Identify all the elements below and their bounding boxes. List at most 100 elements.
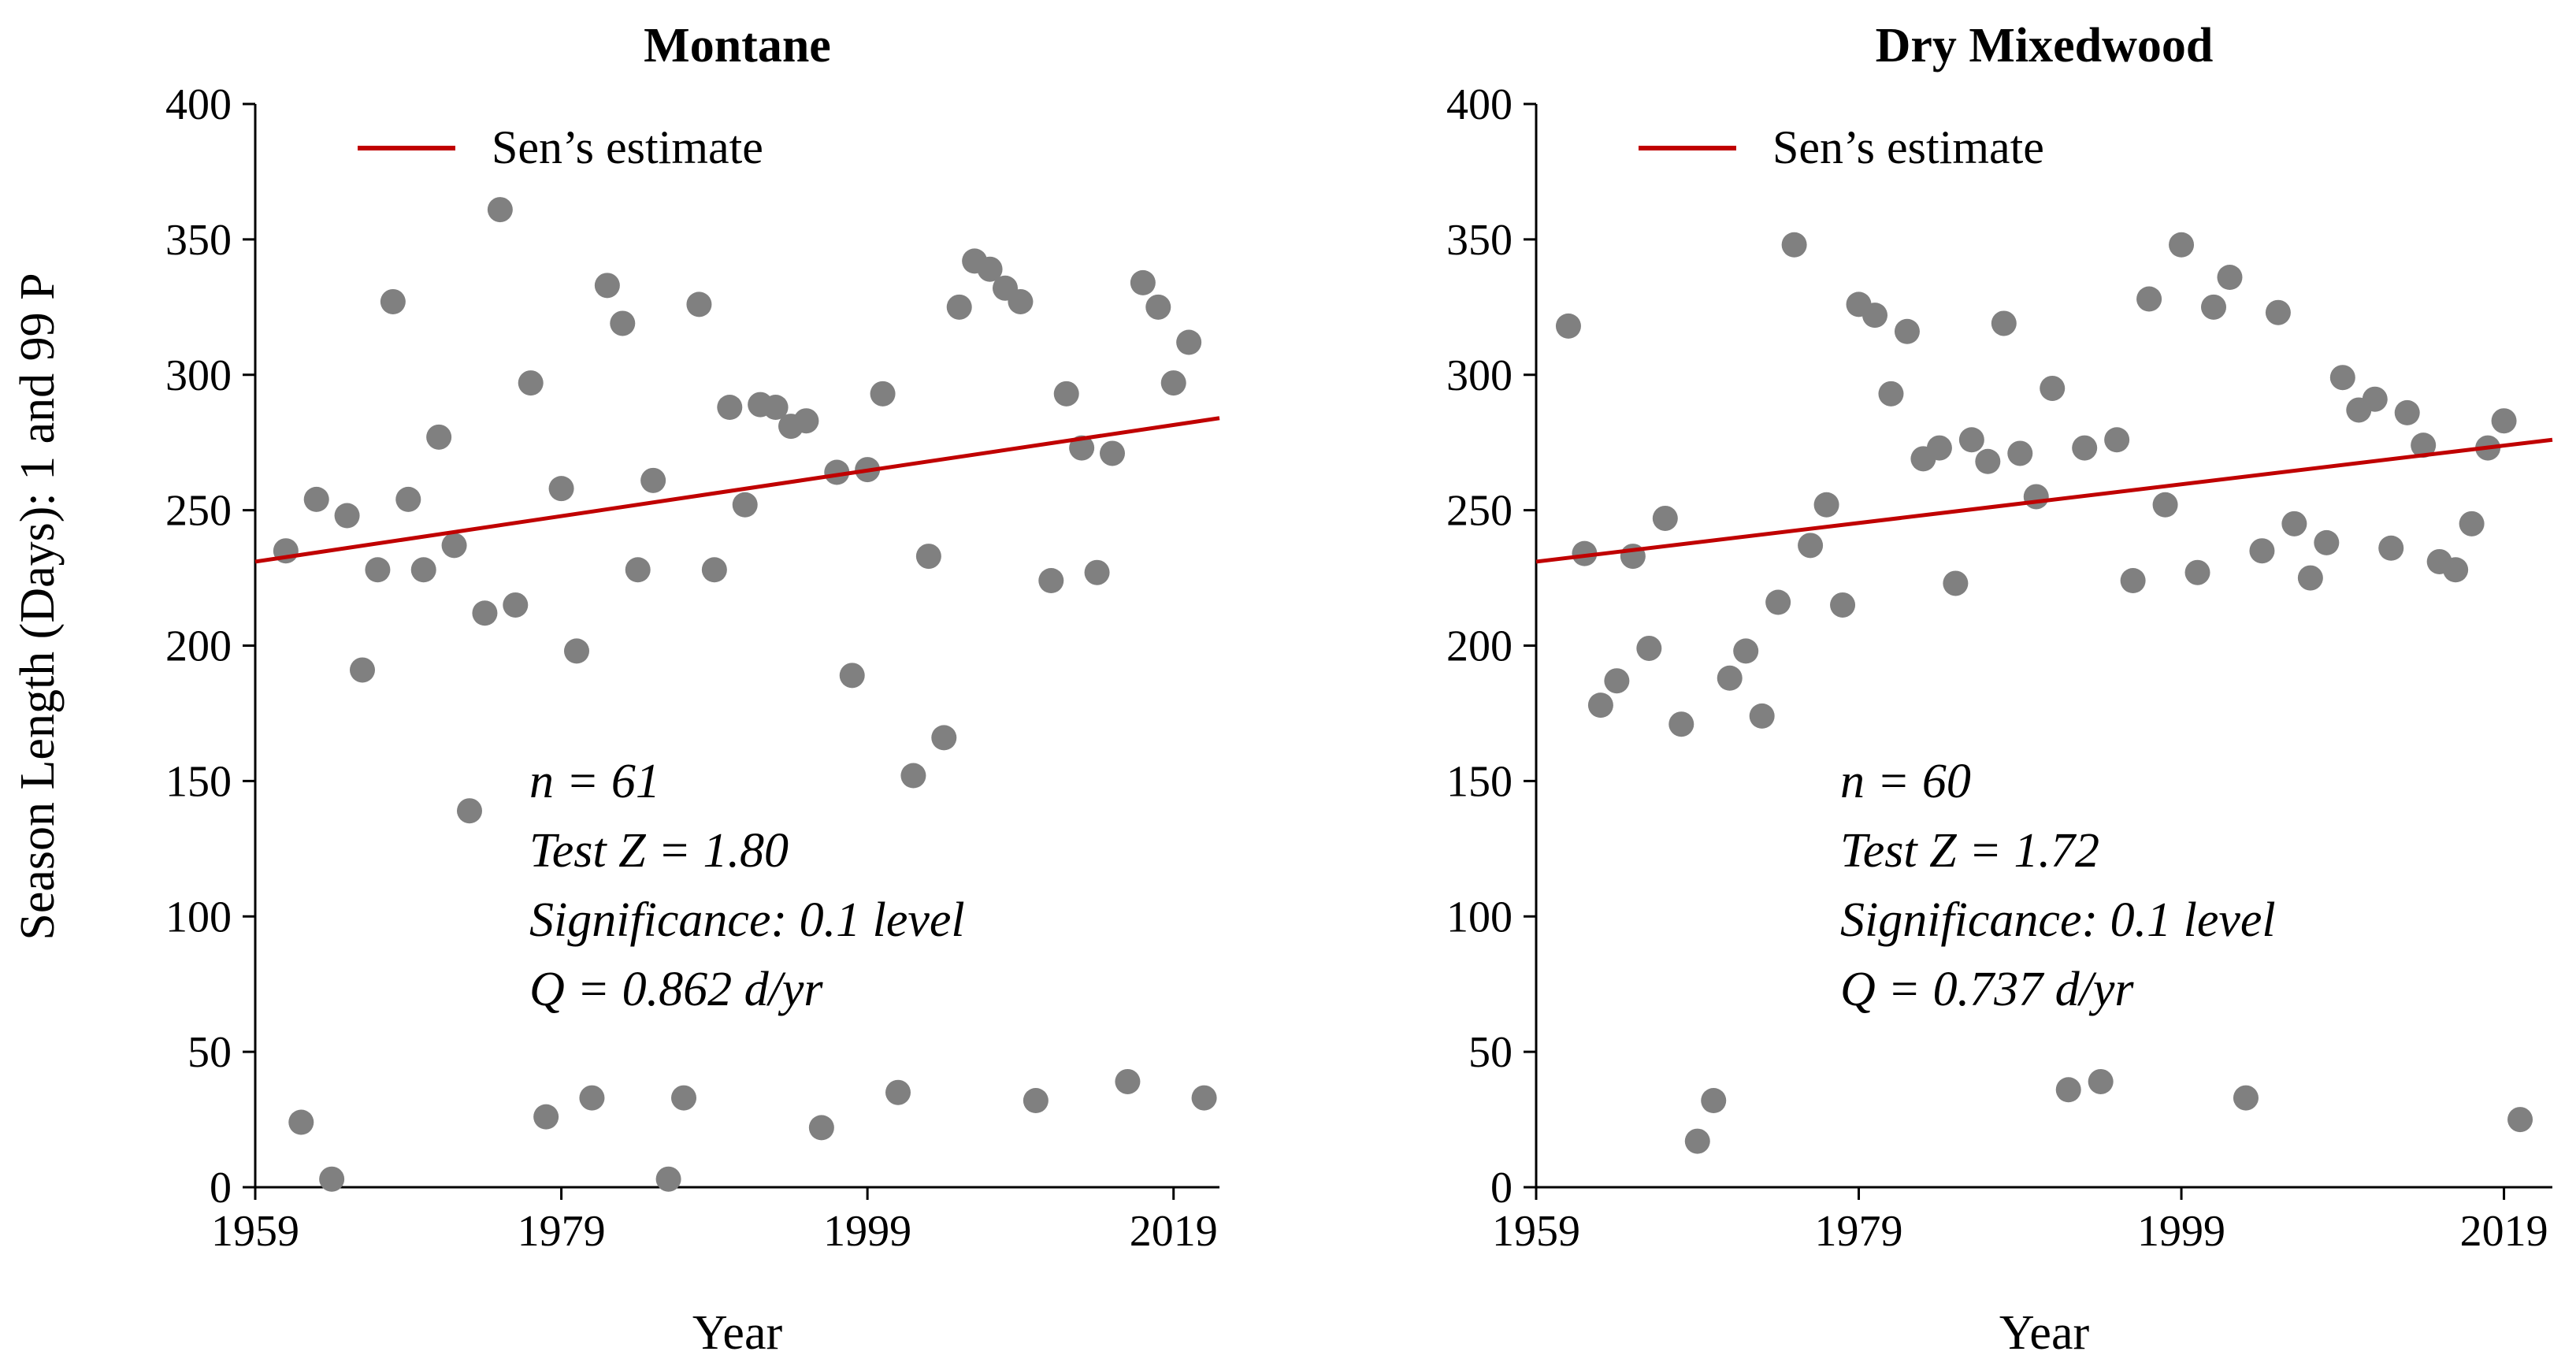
- data-point: [319, 1167, 344, 1192]
- data-point: [2121, 568, 2146, 593]
- data-point: [1862, 303, 1887, 328]
- data-point: [2443, 557, 2468, 582]
- data-point: [2056, 1077, 2081, 1102]
- data-point: [1604, 668, 1629, 693]
- data-point: [1685, 1129, 1710, 1154]
- panel-title: Dry Mixedwood: [1876, 19, 2214, 72]
- data-point: [2330, 365, 2355, 390]
- data-point: [2395, 400, 2420, 425]
- stat-annotation: n = 60: [1840, 755, 1971, 808]
- stat-annotation: Test Z = 1.80: [529, 824, 789, 878]
- data-point: [442, 533, 467, 558]
- data-point: [2314, 530, 2339, 555]
- y-tick-label: 250: [165, 487, 232, 536]
- stat-annotation: Significance: 0.1 level: [1840, 893, 2276, 947]
- data-point: [533, 1105, 559, 1130]
- figure: Season Length (Days): 1 and 99 P Montane…: [0, 0, 2576, 1370]
- data-point: [1830, 592, 1855, 618]
- data-point: [411, 557, 436, 582]
- data-point: [1023, 1088, 1049, 1113]
- sens-trend-line: [255, 418, 1219, 562]
- y-tick-label: 150: [1446, 757, 1513, 806]
- data-point: [870, 381, 896, 407]
- data-point: [365, 557, 390, 582]
- stat-annotation: n = 61: [529, 755, 660, 808]
- data-point: [610, 310, 635, 336]
- stat-annotation: Q = 0.737 d/yr: [1840, 963, 2134, 1016]
- x-tick-label: 1999: [2137, 1207, 2225, 1256]
- data-point: [1668, 711, 1694, 737]
- data-point: [931, 725, 956, 750]
- data-point: [426, 425, 451, 450]
- data-point: [1927, 436, 1952, 461]
- data-point: [1556, 314, 1581, 339]
- data-point: [2040, 376, 2065, 401]
- data-point: [640, 468, 666, 493]
- data-point: [503, 592, 528, 618]
- data-point: [1653, 506, 1678, 531]
- data-point: [518, 370, 544, 395]
- data-point: [1145, 295, 1171, 320]
- data-point: [2363, 387, 2388, 412]
- x-axis-title: Year: [692, 1306, 783, 1360]
- data-point: [2492, 408, 2517, 433]
- data-point: [1765, 590, 1791, 615]
- panel-title: Montane: [644, 19, 831, 72]
- data-point: [2104, 427, 2129, 452]
- data-point: [809, 1115, 834, 1140]
- y-tick-label: 350: [1446, 216, 1513, 265]
- x-tick-label: 2019: [1130, 1207, 1218, 1256]
- data-point: [304, 487, 329, 512]
- y-tick-label: 150: [165, 757, 232, 806]
- data-point: [885, 1080, 911, 1105]
- y-tick-label: 300: [165, 351, 232, 400]
- panel-dry-mixedwood: Dry Mixedwood 0 50 100 150 200 250 300 350 400 195…: [1446, 19, 2552, 1360]
- data-point: [1130, 270, 1156, 295]
- data-point: [2007, 440, 2032, 466]
- data-point: [2249, 538, 2274, 563]
- data-point: [1814, 492, 1839, 518]
- panel-montane: Montane 0 50 100 150 200 250 300 350 400 1959 1979 1…: [165, 19, 1219, 1360]
- stat-annotation: Test Z = 1.72: [1840, 824, 2099, 878]
- data-point: [1878, 381, 1903, 407]
- data-point: [472, 600, 497, 626]
- data-point: [702, 557, 727, 582]
- y-tick-label: 200: [1446, 622, 1513, 671]
- y-tick-label: 50: [187, 1028, 232, 1077]
- legend-label: Sen’s estimate: [1772, 121, 2044, 173]
- data-point: [656, 1167, 681, 1192]
- y-tick-label: 100: [165, 893, 232, 941]
- data-point: [549, 476, 574, 501]
- data-point: [1975, 449, 2000, 474]
- data-point: [2507, 1107, 2533, 1132]
- x-tick-label: 1959: [211, 1207, 299, 1256]
- y-tick-label: 250: [1446, 487, 1513, 536]
- data-point: [380, 289, 406, 314]
- data-point: [1115, 1069, 1140, 1094]
- data-point: [2136, 287, 2162, 312]
- data-point: [1588, 692, 1613, 718]
- data-point: [1161, 370, 1186, 395]
- data-point: [2459, 511, 2485, 536]
- data-point: [595, 273, 620, 298]
- data-point: [288, 1110, 314, 1135]
- y-tick-label: 300: [1446, 351, 1513, 400]
- y-tick-label: 0: [210, 1164, 232, 1212]
- data-point: [350, 657, 375, 682]
- data-point: [395, 487, 421, 512]
- x-tick-label: 1979: [1815, 1207, 1903, 1256]
- data-point: [1943, 570, 1968, 596]
- stat-annotation: Q = 0.862 d/yr: [529, 963, 823, 1016]
- data-point: [1038, 568, 1063, 593]
- data-point: [1701, 1088, 1726, 1113]
- data-point: [717, 395, 742, 420]
- y-tick-label: 350: [165, 216, 232, 265]
- data-point: [947, 295, 972, 320]
- y-tick-label: 0: [1490, 1164, 1513, 1212]
- y-tick-label: 400: [1446, 80, 1513, 129]
- y-tick-label: 200: [165, 622, 232, 671]
- data-point: [840, 663, 865, 688]
- data-point: [2185, 560, 2210, 585]
- data-point: [793, 408, 818, 433]
- y-tick-label: 100: [1446, 893, 1513, 941]
